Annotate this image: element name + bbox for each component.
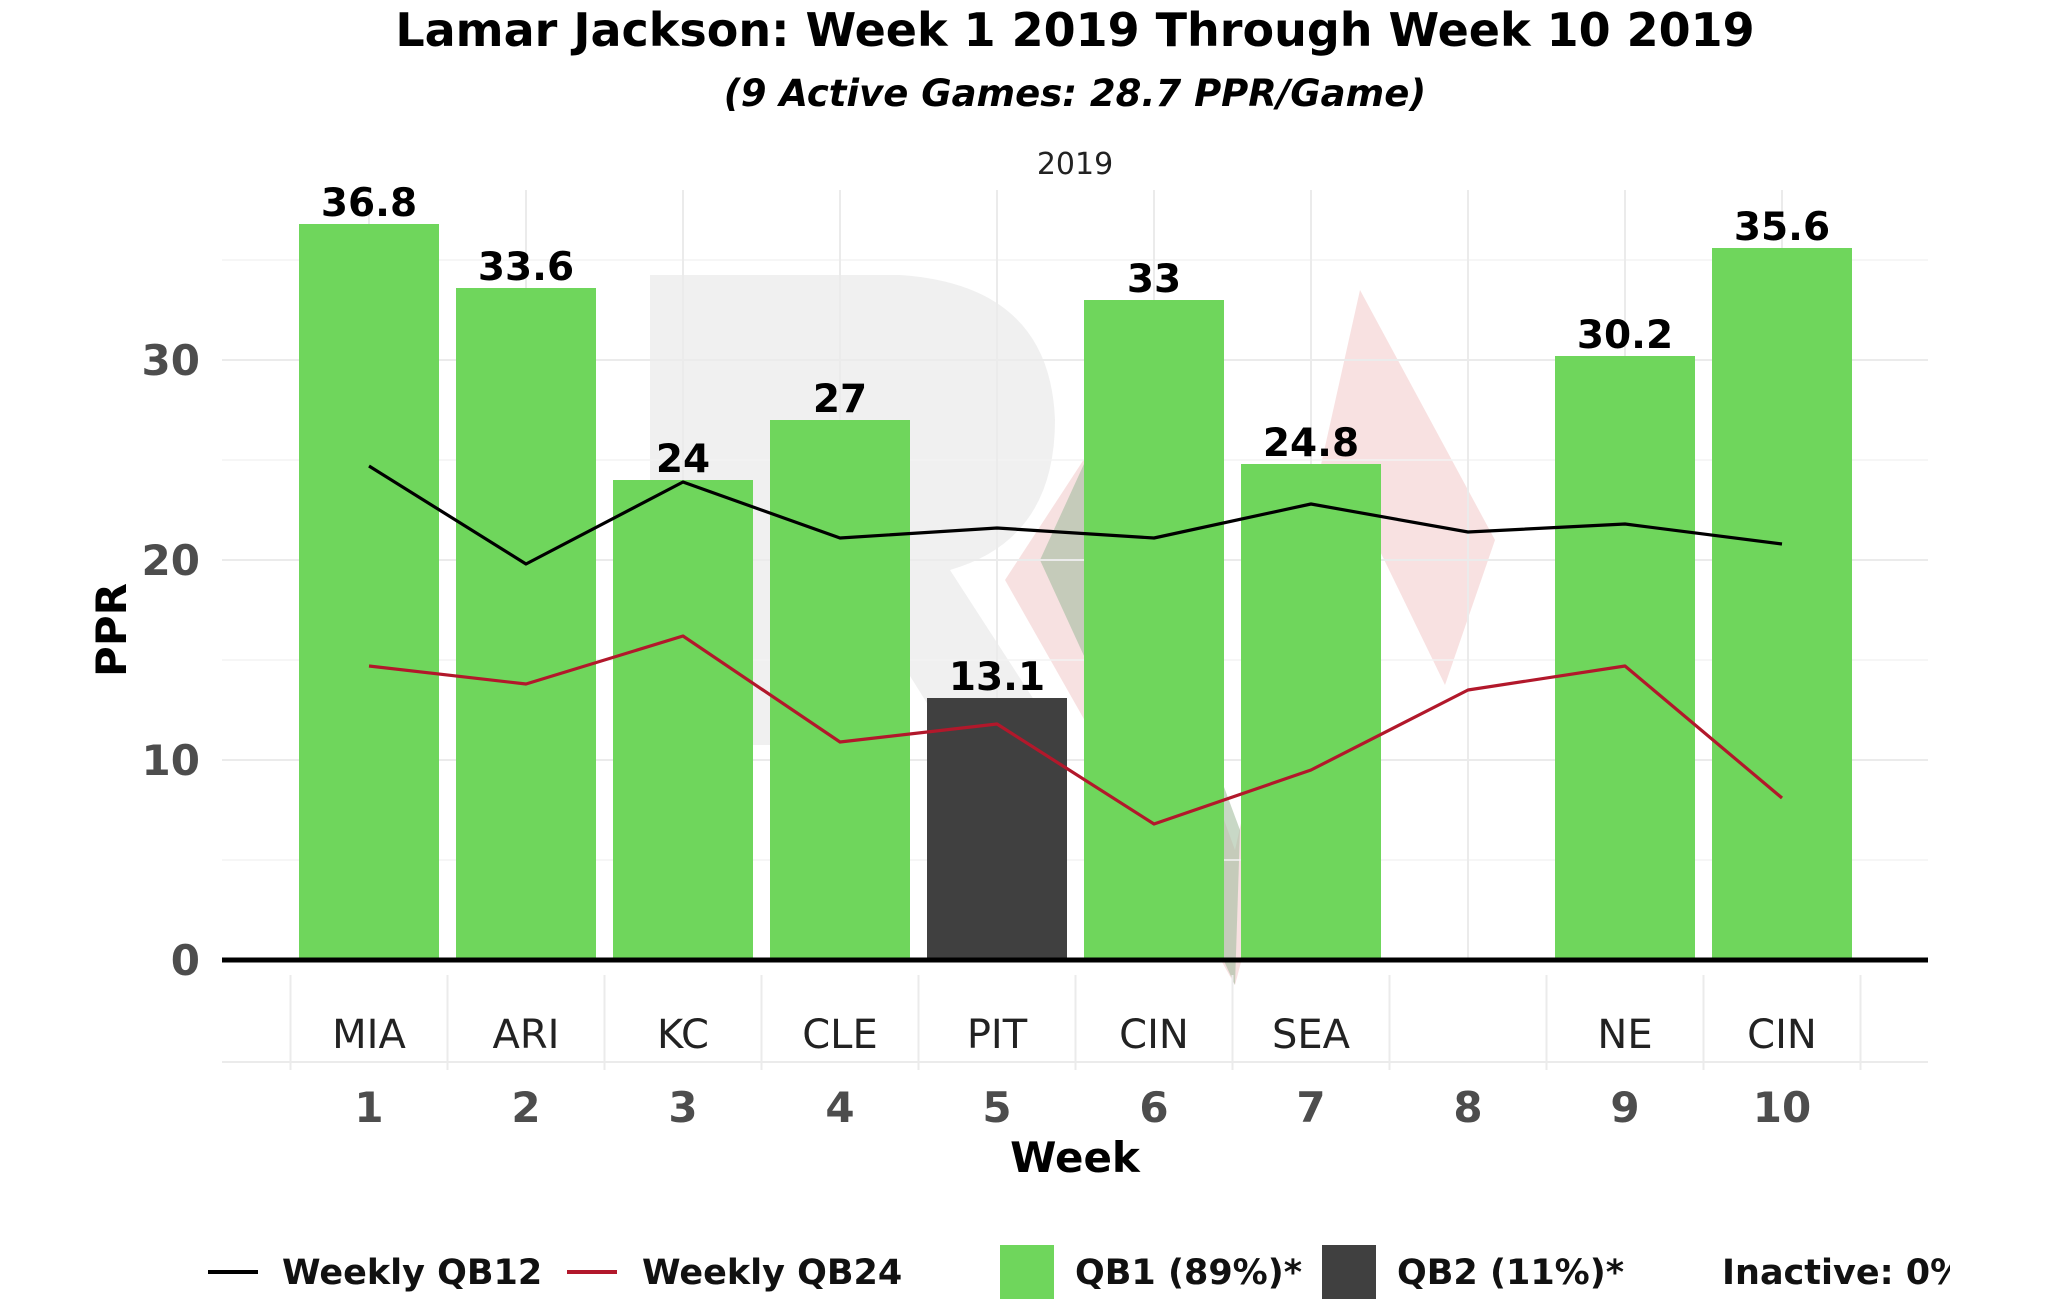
week-tick-label: 2 [511, 1083, 540, 1132]
bar-week-10 [1712, 248, 1852, 960]
bar-data-label: 24.8 [1263, 421, 1359, 466]
week-tick-label: 4 [825, 1083, 854, 1132]
bar-data-label: 30.2 [1577, 313, 1673, 358]
legend-label: Weekly QB12 [282, 1253, 542, 1293]
label-layer: 36.8 33.6 24 27 13.1 33 24.8 30.2 35.6 [321, 181, 1830, 700]
watermark-diamond-shape [1005, 290, 1495, 985]
bar-week-6 [1084, 300, 1224, 960]
x-axis-label: Week [1010, 1133, 1141, 1182]
opponent-label: CLE [802, 1012, 878, 1058]
legend-swatch-box [1000, 1245, 1054, 1299]
series-line-qb12 [368, 464, 1783, 566]
y-tick-label: 0 [171, 936, 200, 985]
legend-swatch-box [1322, 1245, 1376, 1299]
opponent-label: ARI [493, 1012, 560, 1058]
week-tick-label: 8 [1453, 1083, 1482, 1132]
week-tick-label: 5 [982, 1083, 1011, 1132]
bar-data-label: 33 [1127, 257, 1181, 302]
y-tick-label: 20 [142, 536, 200, 585]
bar-data-label: 13.1 [949, 655, 1045, 700]
legend-label: Inactive: 0% [1722, 1253, 1965, 1293]
y-tick-label: 10 [142, 736, 200, 785]
week-tick-label: 7 [1296, 1083, 1325, 1132]
legend-label: Weekly QB24 [642, 1253, 902, 1293]
opponent-label: KC [657, 1012, 709, 1058]
bar-week-2 [456, 288, 596, 960]
opponent-label: PIT [967, 1012, 1028, 1058]
week-tick-label: 3 [668, 1083, 697, 1132]
bar-layer [299, 224, 1852, 960]
chart-subtitle: (9 Active Games: 28.7 PPR/Game) [724, 72, 1426, 115]
week-tick-label: 9 [1610, 1083, 1639, 1132]
bar-data-label: 27 [813, 377, 867, 422]
series-line-qb24 [368, 634, 1784, 826]
bar-week-3 [613, 480, 753, 960]
bar-data-label: 33.6 [478, 245, 574, 290]
bar-week-9 [1555, 356, 1695, 960]
opponent-label: MIA [332, 1012, 406, 1058]
week-tick-label: 10 [1753, 1083, 1811, 1132]
opponent-label: NE [1597, 1012, 1652, 1058]
y-tick-label: 30 [142, 336, 200, 385]
chart-title: Lamar Jackson: Week 1 2019 Through Week … [395, 3, 1754, 57]
bar-data-label: 35.6 [1734, 205, 1830, 250]
legend-label: QB1 (89%)* [1075, 1253, 1302, 1293]
axis-layer: 0 10 20 30 MIA ARI KC CLE PIT CIN SEA NE CIN 1 2 3 4 5 6 7 8… [142, 336, 1928, 1132]
bar-week-4 [770, 420, 910, 960]
bar-week-7 [1241, 464, 1381, 960]
bar-week-1 [299, 224, 439, 960]
week-tick-label: 6 [1139, 1083, 1168, 1132]
opponent-label: CIN [1119, 1012, 1189, 1058]
opponent-label: CIN [1747, 1012, 1817, 1058]
bar-data-label: 24 [656, 437, 710, 482]
bar-week-5 [927, 698, 1067, 960]
legend: Weekly QB12 Weekly QB24 QB1 (89%)* QB2 (11%… [208, 1245, 1965, 1299]
week-tick-label: 1 [354, 1083, 383, 1132]
line-layer [368, 464, 1784, 826]
bar-data-label: 36.8 [321, 181, 417, 226]
facet-label: 2019 [1037, 147, 1113, 182]
y-axis-label: PPR [87, 583, 136, 677]
opponent-label: SEA [1272, 1012, 1351, 1058]
legend-label: QB2 (11%)* [1397, 1253, 1624, 1293]
